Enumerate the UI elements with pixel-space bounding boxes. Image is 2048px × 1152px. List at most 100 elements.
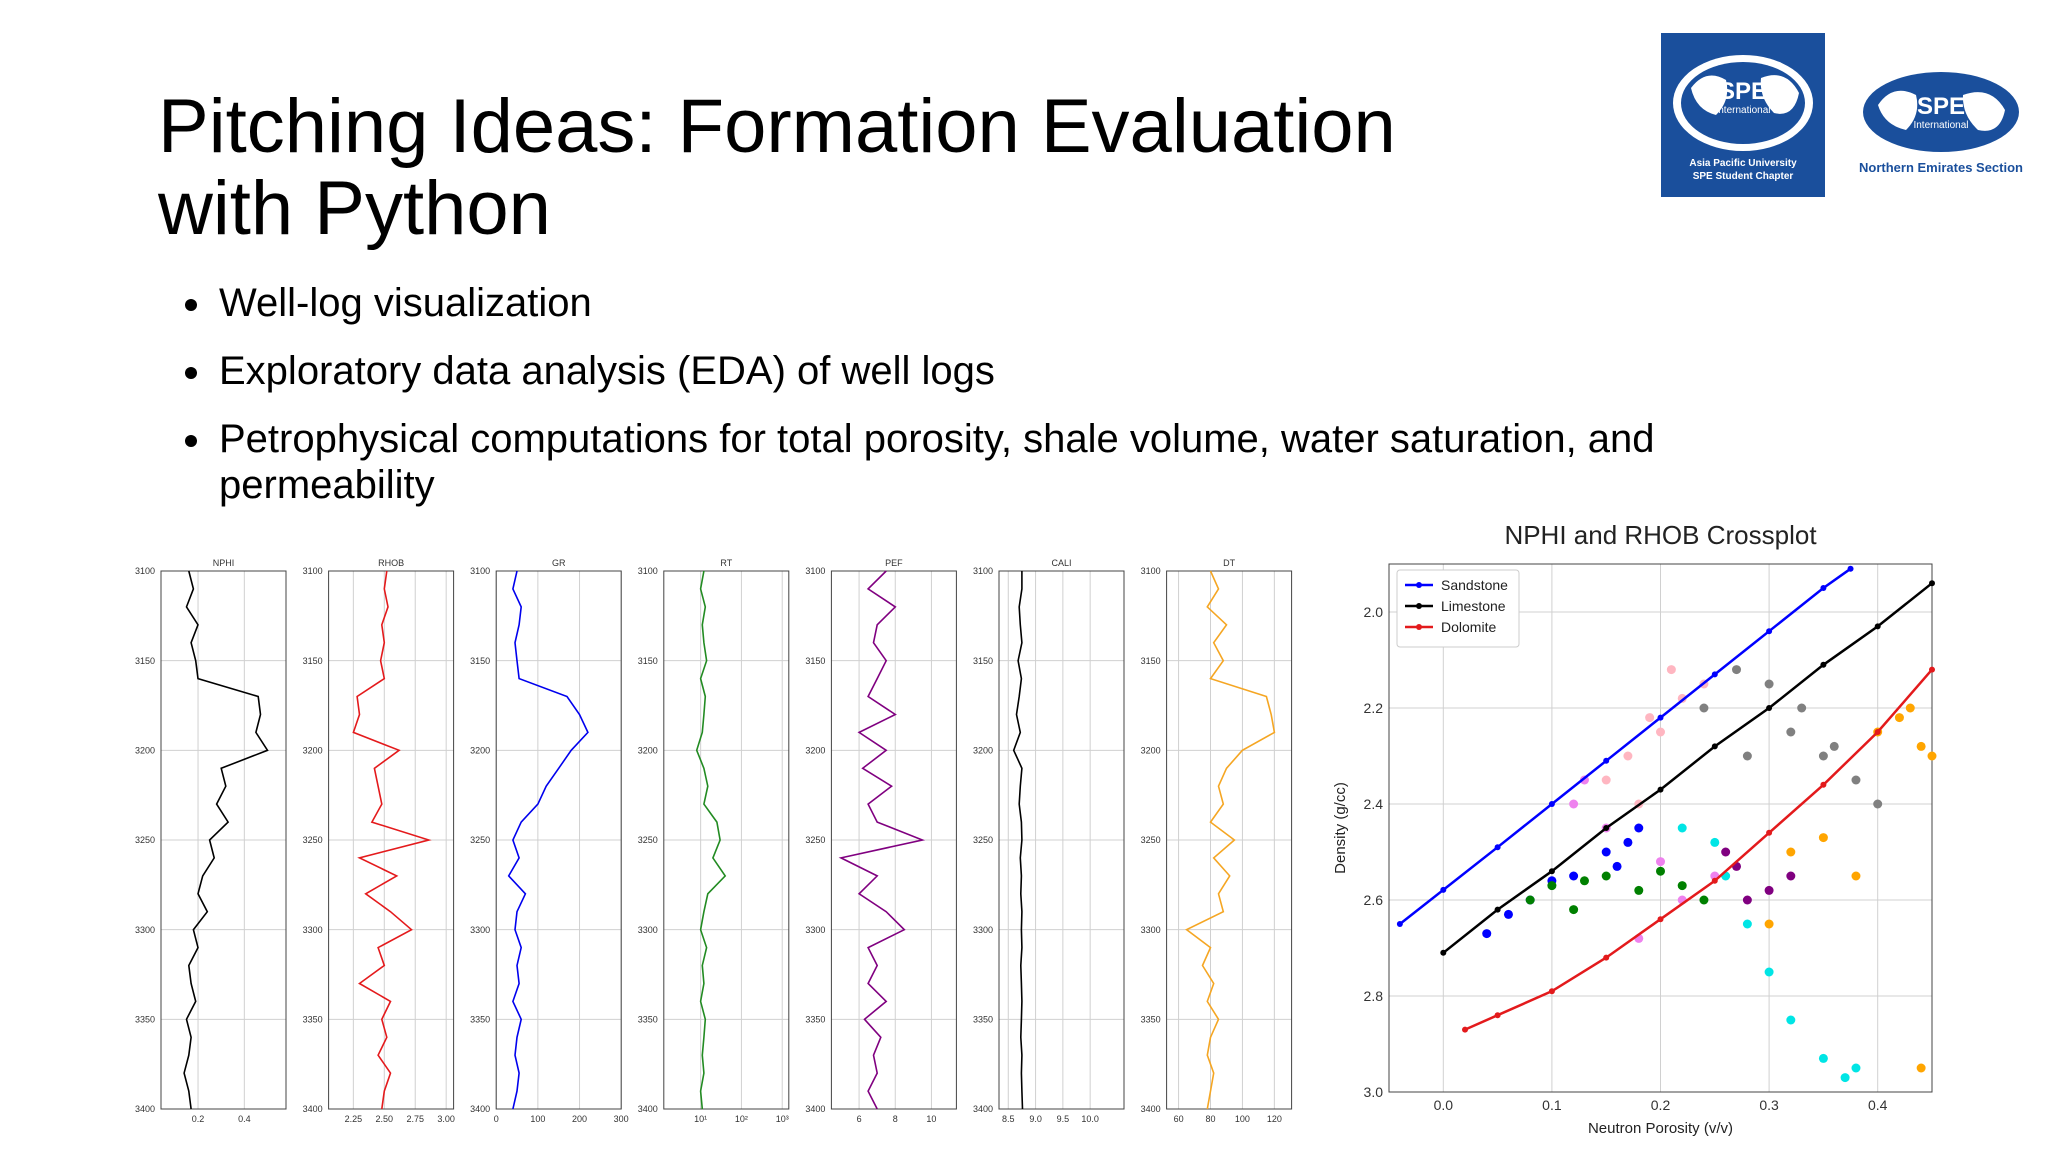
x-tick-label: 10²: [735, 1114, 748, 1124]
track-title: NPHI: [213, 558, 235, 568]
x-tick-label: 2.75: [406, 1114, 424, 1124]
y-tick-label: 3150: [1141, 656, 1161, 666]
log-curve: [1185, 570, 1276, 1110]
x-tick-label: 0.3: [1759, 1097, 1779, 1113]
y-tick-label: 3350: [973, 1014, 993, 1024]
x-tick-label: 2.25: [345, 1114, 363, 1124]
y-tick-label: 3400: [805, 1104, 825, 1114]
bullet: Well-log visualization: [215, 280, 1815, 326]
x-tick-label: 0.0: [1434, 1097, 1454, 1113]
logo-land: [1691, 75, 1799, 115]
line-marker: [1657, 916, 1664, 923]
y-tick-label: 3200: [1141, 745, 1161, 755]
scatter-point: [1927, 751, 1937, 761]
line-marker: [1396, 921, 1403, 927]
logo-land: [1878, 90, 2005, 131]
y-tick-label: 3350: [1141, 1014, 1161, 1024]
line-marker: [1820, 585, 1827, 591]
legend-marker: [1416, 624, 1422, 630]
y-tick-label: 3400: [470, 1104, 490, 1114]
line-marker: [1440, 949, 1447, 956]
line-marker: [1548, 801, 1555, 807]
line-marker: [1603, 757, 1610, 764]
plot-frame: [663, 570, 790, 1110]
scatter-point: [1579, 876, 1589, 886]
scatter-point: [1851, 871, 1861, 881]
scatter-point: [1677, 881, 1687, 891]
y-tick-label: 2.6: [1364, 892, 1384, 908]
x-tick-label: 8: [893, 1114, 898, 1124]
scatter-point: [1656, 727, 1665, 737]
line-marker: [1440, 886, 1447, 893]
scatter-point: [1742, 919, 1752, 929]
legend-label: Limestone: [1441, 598, 1506, 614]
line-marker: [1820, 661, 1827, 668]
plot-frame: [495, 570, 622, 1110]
line-marker: [1929, 580, 1935, 587]
bullet: Exploratory data analysis (EDA) of well …: [215, 348, 1815, 394]
line-marker: [1462, 1026, 1469, 1033]
y-tick-label: 3100: [135, 566, 155, 576]
scatter-point: [1677, 823, 1687, 833]
line-marker: [1548, 868, 1555, 875]
scatter-point: [1699, 703, 1709, 713]
slide-title: Pitching Ideas: Formation Evaluation wit…: [158, 84, 1396, 251]
log-curve: [838, 570, 926, 1110]
track-title: DT: [1223, 558, 1235, 568]
x-tick-label: 8.5: [1002, 1114, 1015, 1124]
line-marker: [1603, 954, 1610, 961]
scatter-point: [1634, 823, 1644, 833]
x-tick-label: 200: [572, 1114, 587, 1124]
y-tick-label: 3350: [135, 1014, 155, 1024]
line-marker: [1657, 786, 1664, 793]
logo-text: SPE Student Chapter: [1693, 171, 1794, 182]
scatter-point: [1742, 895, 1752, 905]
x-tick-label: 120: [1267, 1114, 1282, 1124]
y-tick-label: 3300: [805, 925, 825, 935]
scatter-point: [1601, 775, 1611, 785]
scatter-point: [1873, 799, 1883, 809]
log-curve: [1012, 571, 1024, 1110]
line-marker: [1494, 1012, 1501, 1019]
bullet-list: Well-log visualization Exploratory data …: [178, 280, 1815, 530]
logo-text: Asia Pacific University: [1689, 158, 1797, 169]
scatter-point: [1634, 885, 1644, 895]
scatter-point: [1623, 837, 1633, 847]
reference-line: [1399, 567, 1852, 925]
reference-line: [1442, 582, 1933, 954]
x-tick-label: 10³: [776, 1114, 789, 1124]
scatter-point: [1764, 919, 1774, 929]
log-curve: [695, 570, 727, 1110]
y-tick-label: 3300: [303, 925, 323, 935]
y-tick-label: 3150: [303, 656, 323, 666]
track-title: GR: [552, 558, 566, 568]
x-axis-label: Neutron Porosity (v/v): [1588, 1120, 1733, 1137]
scatter-point: [1818, 751, 1828, 761]
x-tick-label: 2.50: [376, 1114, 394, 1124]
line-marker: [1711, 671, 1718, 678]
logo-nes: SPE International Northern Emirates Sect…: [1859, 72, 2023, 175]
plot-frame: [1166, 570, 1293, 1110]
line-marker: [1874, 623, 1881, 630]
logo-apu: SPE International Asia Pacific Universit…: [1661, 33, 1825, 197]
line-marker: [1494, 906, 1501, 913]
x-tick-label: 0.4: [238, 1114, 251, 1124]
scatter-point: [1525, 895, 1535, 905]
scatter-point: [1916, 741, 1926, 751]
scatter-point: [1699, 895, 1709, 905]
scatter-point: [1786, 1015, 1796, 1025]
x-tick-label: 10: [926, 1114, 936, 1124]
y-tick-label: 3400: [135, 1104, 155, 1114]
chart-title: NPHI and RHOB Crossplot: [1504, 520, 1817, 550]
y-tick-label: 3200: [973, 745, 993, 755]
y-tick-label: 2.0: [1364, 604, 1384, 620]
legend-marker: [1416, 582, 1422, 588]
x-tick-label: 0.2: [192, 1114, 205, 1124]
scatter-point: [1569, 871, 1579, 881]
scatter-point: [1742, 751, 1752, 761]
y-tick-label: 3150: [973, 656, 993, 666]
scatter-point: [1569, 905, 1579, 915]
y-tick-label: 3100: [973, 566, 993, 576]
logo-mark: SPE: [1917, 93, 1965, 120]
y-tick-label: 2.8: [1364, 988, 1384, 1004]
